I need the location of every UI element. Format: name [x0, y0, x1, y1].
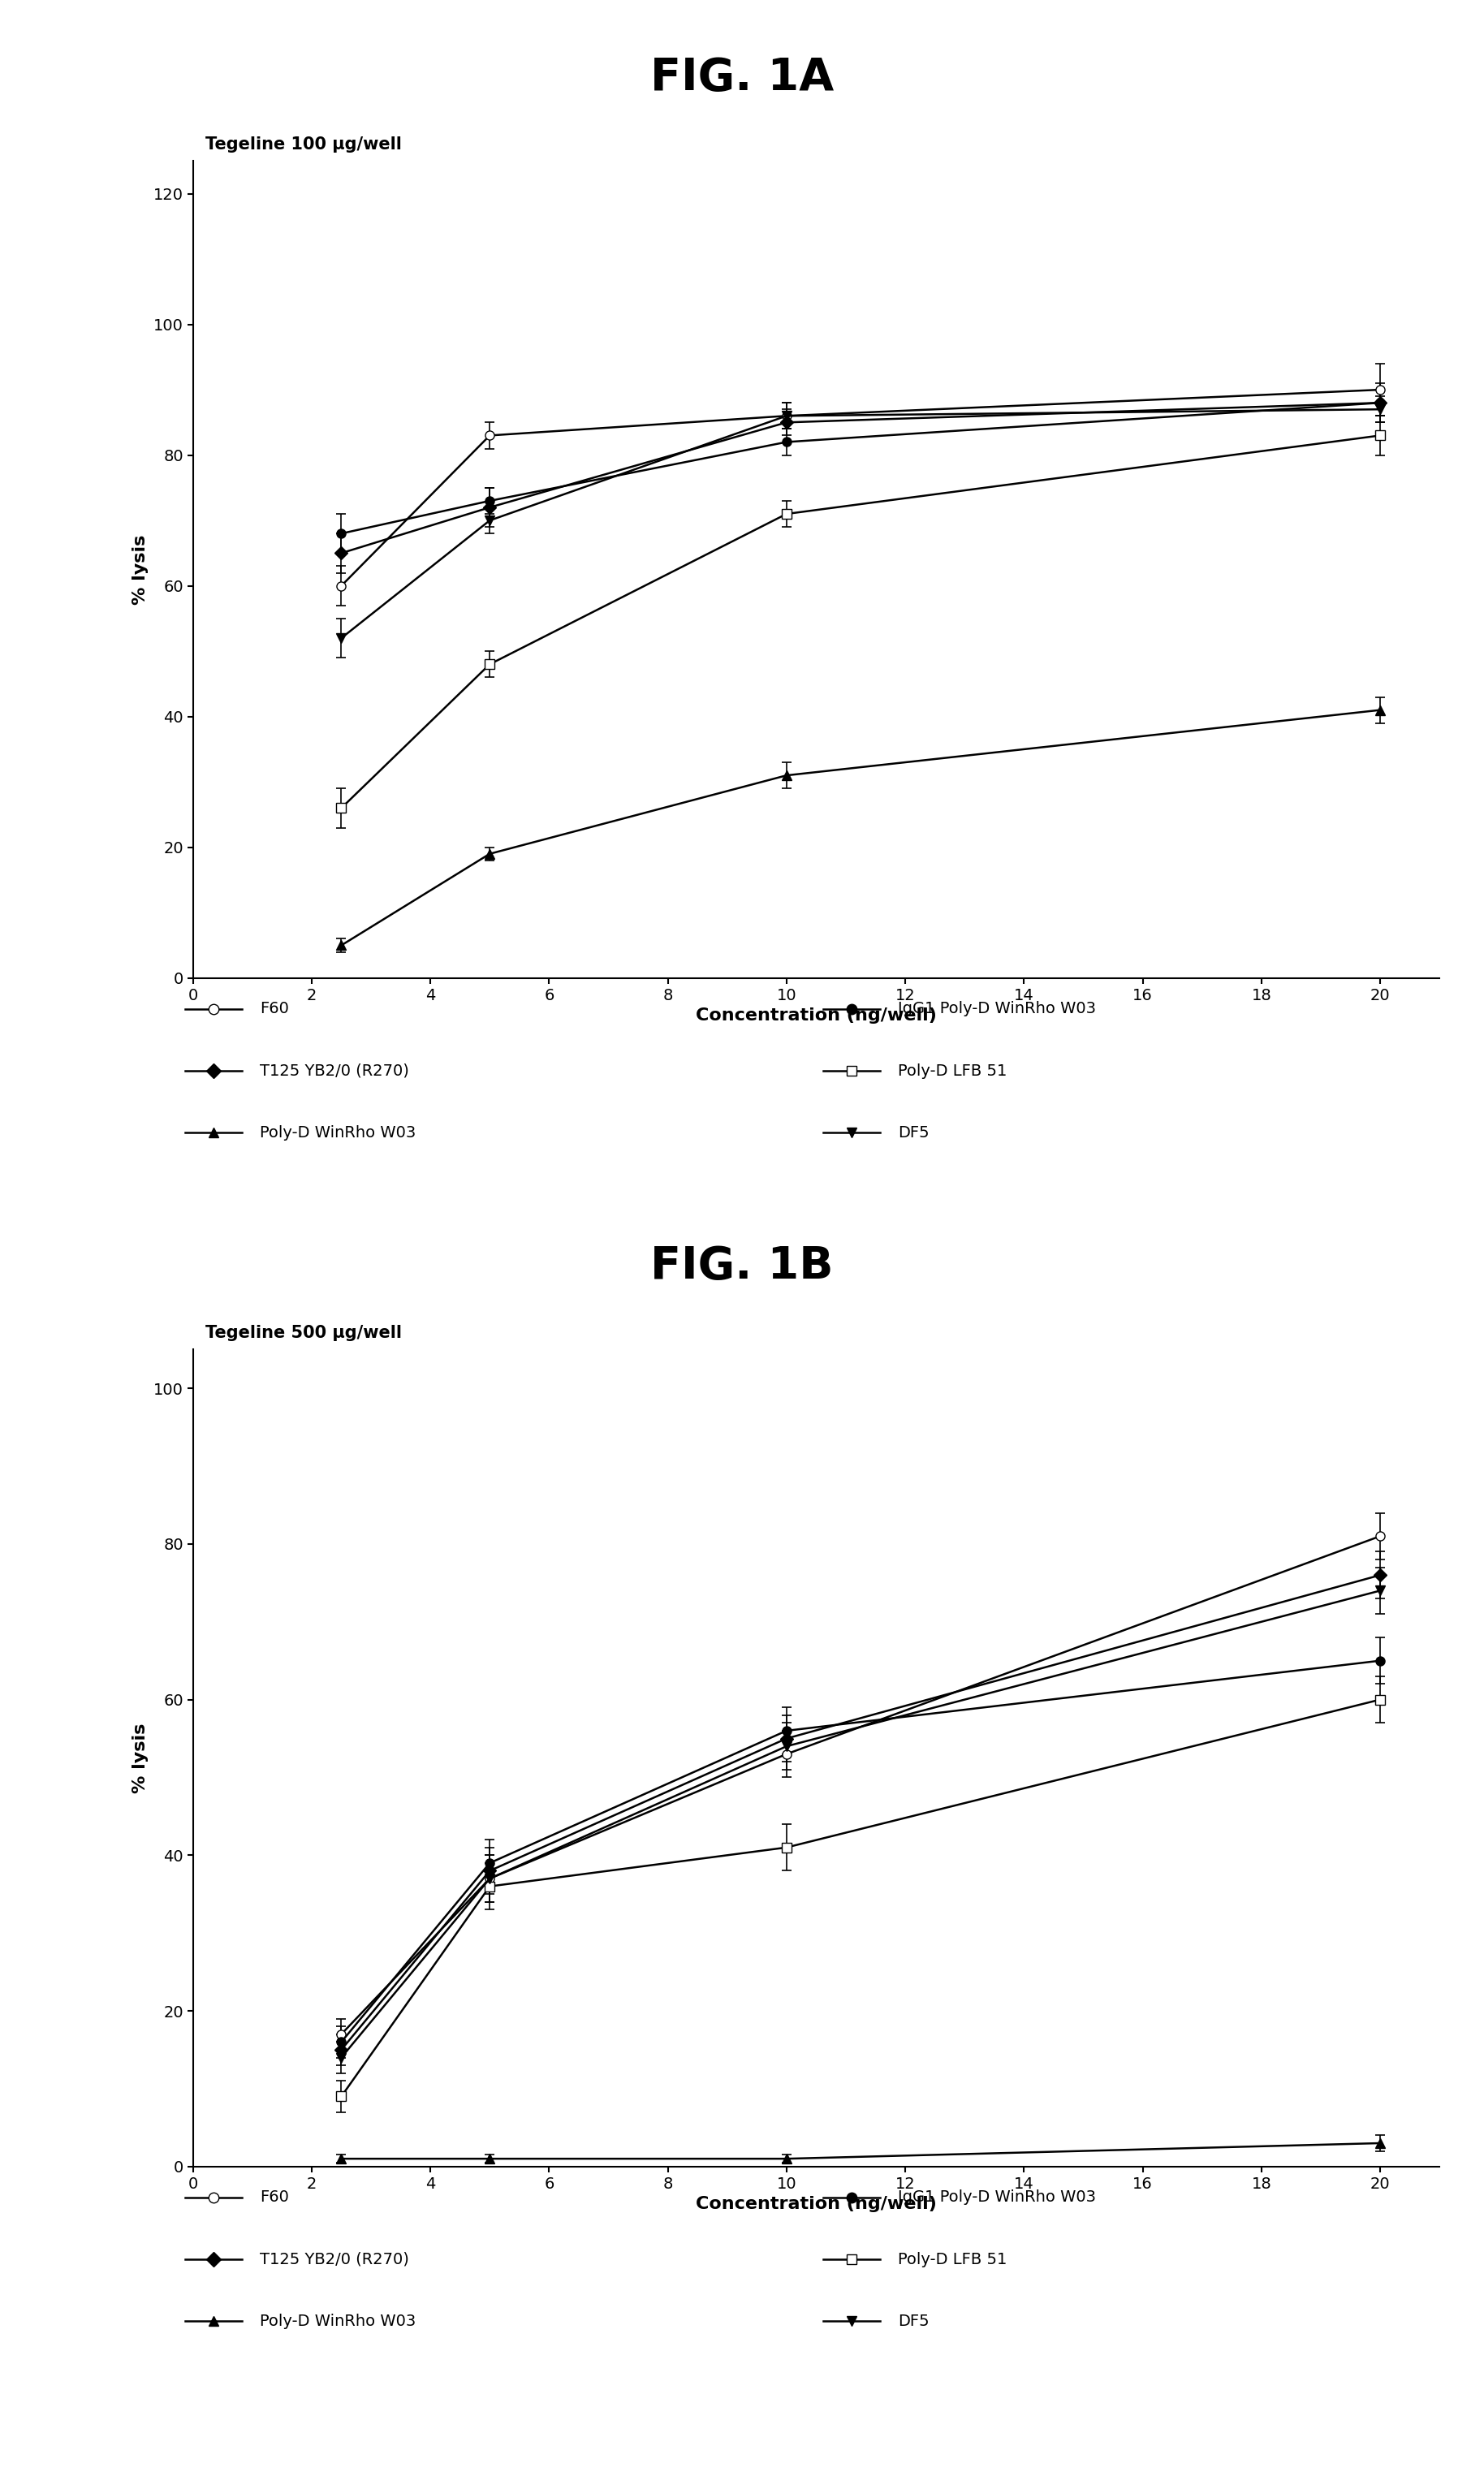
Text: F60: F60: [260, 2189, 289, 2206]
Text: F60: F60: [260, 1000, 289, 1018]
Text: Poly-D LFB 51: Poly-D LFB 51: [898, 1062, 1008, 1080]
X-axis label: Concentration (ng/well): Concentration (ng/well): [696, 1008, 936, 1023]
Text: DF5: DF5: [898, 2313, 929, 2330]
Text: IgG1 Poly-D WinRho W03: IgG1 Poly-D WinRho W03: [898, 1000, 1095, 1018]
Text: T125 YB2/0 (R270): T125 YB2/0 (R270): [260, 2251, 410, 2268]
X-axis label: Concentration (ng/well): Concentration (ng/well): [696, 2196, 936, 2211]
Text: IgG1 Poly-D WinRho W03: IgG1 Poly-D WinRho W03: [898, 2189, 1095, 2206]
Y-axis label: % lysis: % lysis: [132, 1723, 148, 1793]
Text: Tegeline 100 μg/well: Tegeline 100 μg/well: [205, 136, 402, 154]
Text: DF5: DF5: [898, 1124, 929, 1141]
Text: Tegeline 500 μg/well: Tegeline 500 μg/well: [205, 1325, 402, 1342]
Text: Poly-D LFB 51: Poly-D LFB 51: [898, 2251, 1008, 2268]
Text: Poly-D WinRho W03: Poly-D WinRho W03: [260, 2313, 416, 2330]
Text: FIG. 1A: FIG. 1A: [650, 57, 834, 99]
Text: Poly-D WinRho W03: Poly-D WinRho W03: [260, 1124, 416, 1141]
Text: FIG. 1B: FIG. 1B: [650, 1243, 834, 1288]
Text: T125 YB2/0 (R270): T125 YB2/0 (R270): [260, 1062, 410, 1080]
Y-axis label: % lysis: % lysis: [132, 535, 148, 604]
